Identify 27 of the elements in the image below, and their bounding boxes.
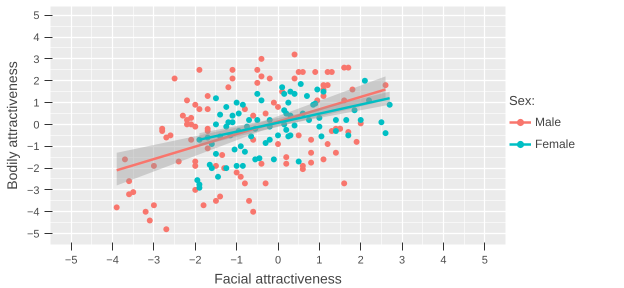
y-tick-label: −3 xyxy=(26,184,40,197)
x-tick-label: −3 xyxy=(148,254,160,266)
y-tick-label: −4 xyxy=(26,206,40,219)
x-tick-label: 2 xyxy=(358,254,364,266)
x-tick-label: −4 xyxy=(106,254,119,266)
legend-label: Male xyxy=(535,114,562,128)
y-tick-label: 4 xyxy=(33,32,40,44)
y-tick-label: 2 xyxy=(33,76,40,88)
x-tick-label: −5 xyxy=(64,254,78,266)
legend-title: Sex: xyxy=(509,92,536,108)
legend-label: Female xyxy=(535,136,576,150)
x-tick-label: −1 xyxy=(230,254,243,266)
x-tick-label: 5 xyxy=(482,254,488,266)
y-tick-label: 3 xyxy=(33,54,40,66)
x-tick-label: −2 xyxy=(189,254,202,266)
y-tick-label: −5 xyxy=(26,228,40,241)
x-tick-label: 0 xyxy=(274,254,282,266)
y-tick-label: −1 xyxy=(26,141,40,154)
y-axis-title: Bodily attractiveness xyxy=(4,61,20,190)
y-tick-label: −2 xyxy=(26,163,40,176)
y-tick-label: 1 xyxy=(33,98,40,110)
y-tick-label: 5 xyxy=(33,10,40,22)
x-tick-label: 3 xyxy=(399,254,406,266)
y-tick-label: 0 xyxy=(33,119,40,132)
x-tick-label: 4 xyxy=(440,254,447,266)
x-tick-label: 1 xyxy=(316,254,322,266)
x-axis-title: Facial attractiveness xyxy=(214,270,342,286)
